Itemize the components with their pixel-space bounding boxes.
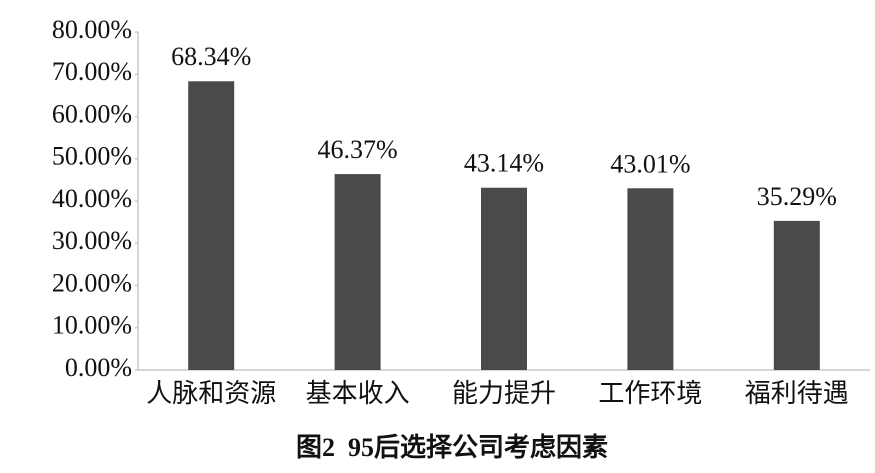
y-tick-label: 80.00%: [52, 15, 132, 44]
value-label: 43.14%: [464, 149, 544, 178]
x-tick-label: 福利待遇: [745, 379, 849, 408]
value-label: 68.34%: [171, 42, 251, 71]
x-tick-label: 工作环境: [598, 379, 702, 408]
y-tick-label: 60.00%: [52, 99, 132, 128]
y-tick-label: 50.00%: [52, 142, 132, 171]
value-label: 46.37%: [318, 135, 398, 164]
y-tick-label: 70.00%: [52, 57, 132, 86]
bar: [334, 174, 381, 370]
value-label: 43.01%: [610, 149, 690, 178]
bar: [773, 220, 820, 370]
x-tick-label: 基本收入: [306, 379, 410, 408]
y-tick-label: 40.00%: [52, 184, 132, 213]
bar: [481, 187, 527, 370]
y-tick-label: 0.00%: [65, 353, 132, 382]
y-tick-label: 30.00%: [52, 226, 132, 255]
y-tick-label: 20.00%: [52, 268, 132, 297]
bar: [188, 81, 235, 371]
bar: [627, 188, 674, 370]
x-tick-label: 能力提升: [452, 379, 556, 408]
y-tick-label: 10.00%: [52, 311, 132, 340]
value-label: 35.29%: [757, 182, 837, 211]
x-tick-label: 人脉和资源: [146, 379, 276, 408]
chart-title: 图2 95后选择公司考虑因素: [296, 433, 608, 462]
